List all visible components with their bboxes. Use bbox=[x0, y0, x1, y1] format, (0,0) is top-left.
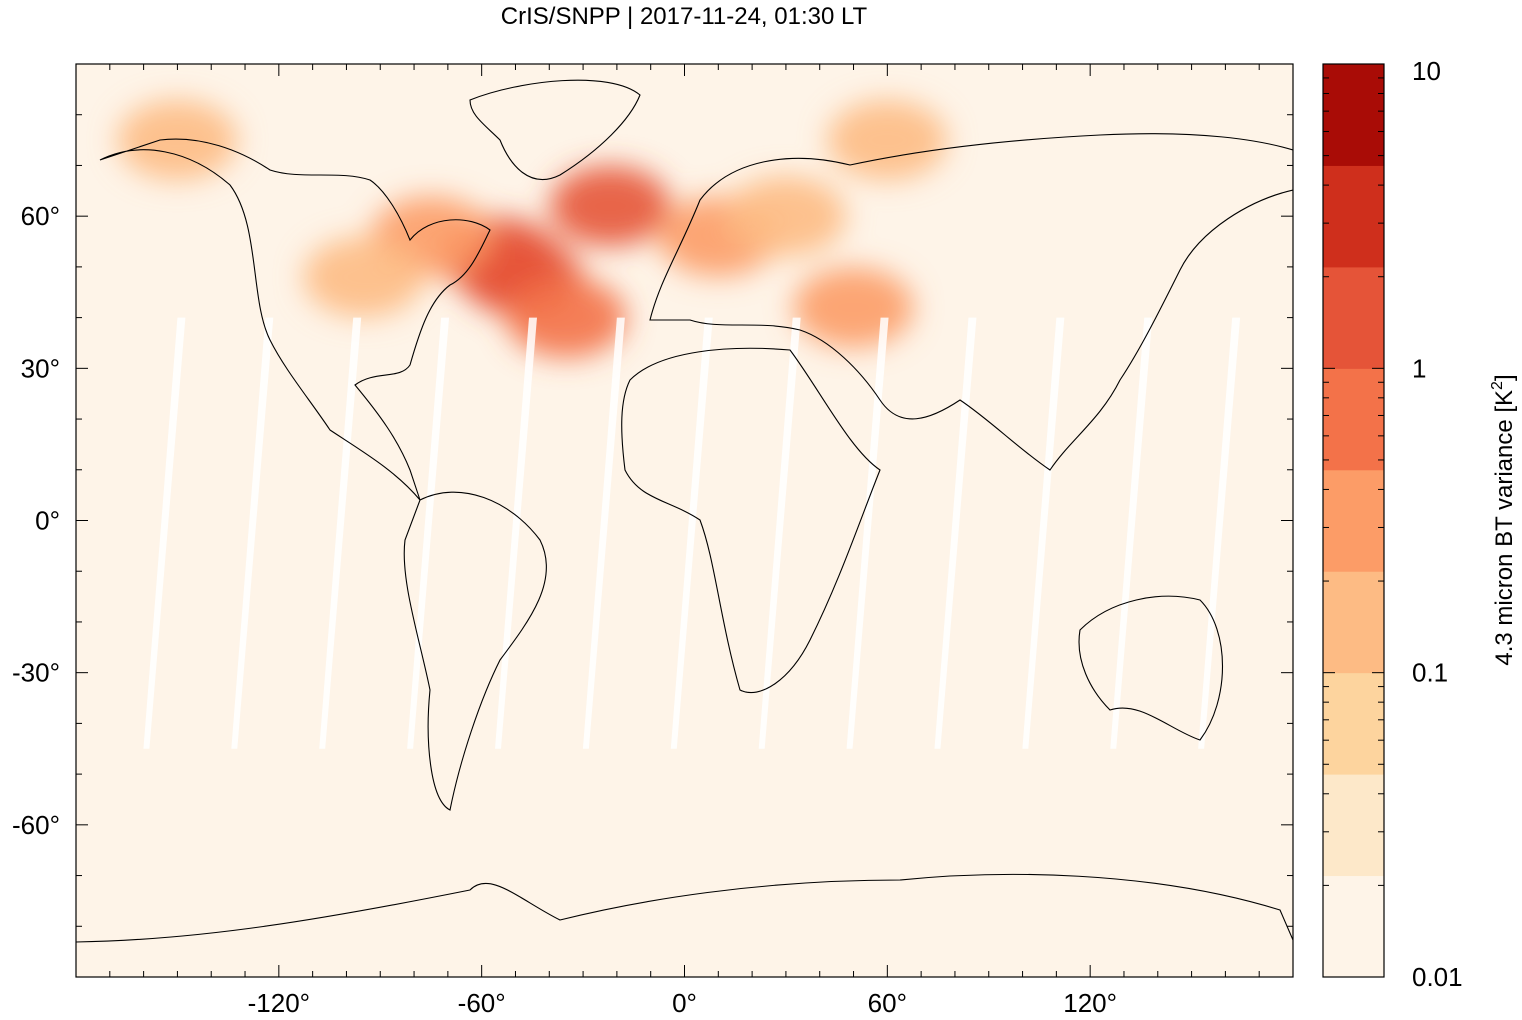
colorbar-tick-labels: 10 1 0.1 0.01 bbox=[1412, 56, 1463, 992]
colorbar-title-sup: 2 bbox=[1489, 381, 1506, 390]
colorbar: 10 1 0.1 0.01 4.3 micron BT variance [K2… bbox=[1322, 56, 1518, 992]
swath-gap bbox=[1198, 317, 1241, 749]
x-tick-label: 60° bbox=[868, 988, 907, 1018]
y-tick-label: 0° bbox=[35, 506, 60, 536]
y-tick-label: 30° bbox=[21, 353, 60, 383]
x-tick-label: 120° bbox=[1063, 988, 1117, 1018]
colorbar-tick-label: 0.01 bbox=[1412, 962, 1463, 992]
x-tick-label: -60° bbox=[458, 988, 506, 1018]
chart-title: CrIS/SNPP | 2017-11-24, 01:30 LT bbox=[501, 3, 868, 30]
colorbar-band bbox=[1323, 469, 1384, 572]
swath-gap bbox=[143, 317, 186, 749]
coastlines bbox=[76, 79, 1293, 943]
colorbar-band bbox=[1323, 266, 1384, 369]
coastline-africa bbox=[621, 347, 881, 694]
coastline-south-america bbox=[403, 491, 548, 811]
coastline-north-america bbox=[99, 138, 491, 501]
coastline-australia bbox=[1078, 595, 1223, 741]
colorbar-band bbox=[1323, 774, 1384, 877]
x-tick-label: -120° bbox=[248, 988, 310, 1018]
colorbar-bands bbox=[1323, 64, 1384, 978]
variance-region bbox=[117, 100, 238, 181]
variance-region bbox=[827, 100, 948, 181]
variance-region bbox=[550, 166, 671, 247]
colorbar-tick-label: 10 bbox=[1412, 56, 1441, 86]
colorbar-band bbox=[1323, 875, 1384, 978]
swath-gap bbox=[670, 317, 713, 749]
variance-region bbox=[793, 267, 914, 348]
colorbar-band bbox=[1323, 368, 1384, 471]
y-tick-label: -30° bbox=[12, 658, 60, 688]
x-axis-tick-labels: -120° -60° 0° 60° 120° bbox=[248, 988, 1117, 1018]
swath-gap bbox=[758, 317, 801, 749]
colorbar-title-main: 4.3 micron BT variance [K bbox=[1491, 390, 1518, 666]
swath-gap bbox=[1022, 317, 1065, 749]
coastline-antarctica bbox=[76, 873, 1293, 943]
map-plot-area bbox=[76, 64, 1293, 977]
colorbar-ticks bbox=[1323, 77, 1384, 978]
coastline-eurasia bbox=[649, 133, 1293, 471]
colorbar-band bbox=[1323, 672, 1384, 775]
y-axis-tick-labels: 60° 30° 0° -30° -60° bbox=[12, 201, 60, 840]
swath-gap bbox=[319, 317, 362, 749]
swath-gap bbox=[934, 317, 977, 749]
swath-gap bbox=[231, 317, 274, 749]
x-tick-label: 0° bbox=[672, 988, 697, 1018]
map-ticks bbox=[76, 64, 1293, 977]
colorbar-band bbox=[1323, 571, 1384, 674]
swath-gap bbox=[1110, 317, 1153, 749]
colorbar-tick-label: 1 bbox=[1412, 353, 1426, 383]
colorbar-frame bbox=[1322, 63, 1385, 978]
colorbar-title-end: ] bbox=[1491, 374, 1518, 381]
y-tick-label: 60° bbox=[21, 201, 60, 231]
swath-gap bbox=[407, 317, 450, 749]
coastline-greenland bbox=[469, 79, 641, 181]
variance-field bbox=[117, 100, 948, 358]
variance-region bbox=[725, 176, 846, 257]
swath-gap bbox=[494, 317, 537, 749]
variance-region bbox=[303, 237, 424, 318]
colorbar-band bbox=[1323, 165, 1384, 268]
colorbar-tick-label: 0.1 bbox=[1412, 658, 1448, 688]
variance-region bbox=[506, 277, 627, 358]
map-background bbox=[76, 64, 1293, 977]
swath-gaps bbox=[143, 317, 1241, 749]
swath-gap bbox=[582, 317, 625, 749]
swath-gap bbox=[846, 317, 889, 749]
y-tick-label: -60° bbox=[12, 810, 60, 840]
colorbar-band bbox=[1323, 64, 1384, 166]
colorbar-title: 4.3 micron BT variance [K2] bbox=[1489, 374, 1518, 665]
